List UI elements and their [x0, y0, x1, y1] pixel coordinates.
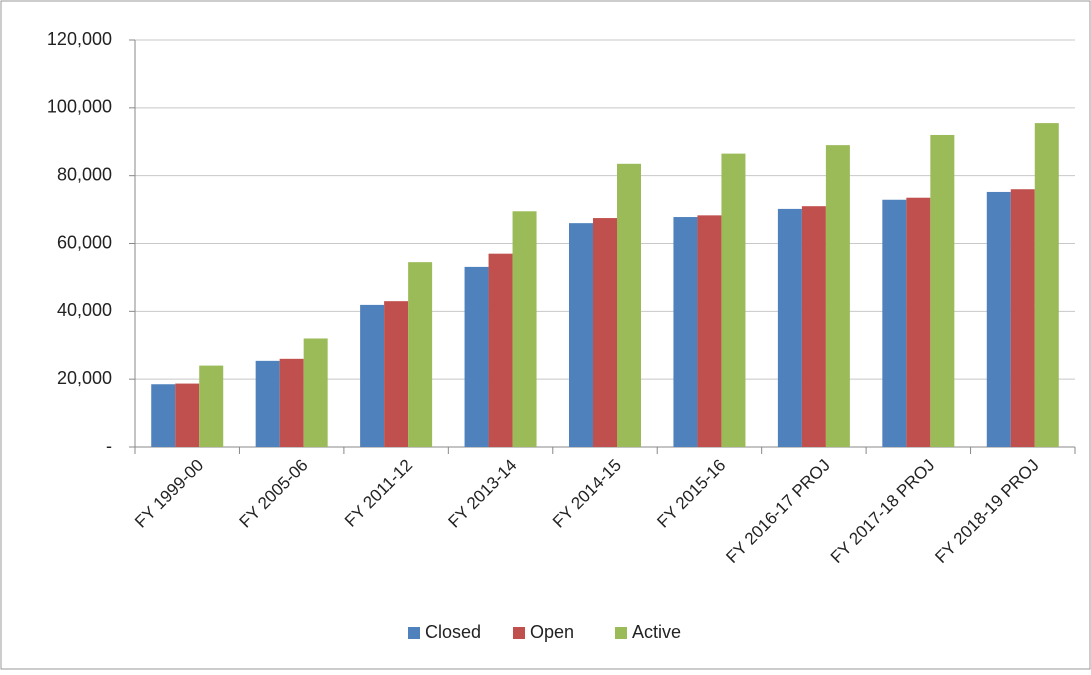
y-tick-label: 120,000	[47, 29, 112, 49]
legend-label: Closed	[425, 622, 481, 642]
bar	[175, 383, 200, 447]
y-tick-label: 100,000	[47, 97, 112, 117]
bar	[512, 211, 537, 447]
y-tick-label: 60,000	[57, 232, 112, 252]
y-tick-label: 20,000	[57, 368, 112, 388]
legend-label: Open	[530, 622, 574, 642]
bar	[801, 206, 826, 447]
y-tick-label: 40,000	[57, 300, 112, 320]
legend-label: Active	[632, 622, 681, 642]
bar	[986, 191, 1011, 447]
bar	[930, 134, 955, 447]
bar	[777, 208, 802, 447]
bar	[825, 145, 850, 447]
y-tick-label: 80,000	[57, 164, 112, 184]
bar	[488, 253, 513, 447]
bar	[151, 384, 176, 447]
bar	[593, 218, 617, 447]
bar	[569, 223, 593, 447]
bar	[882, 199, 907, 447]
bar	[303, 338, 328, 447]
bar	[617, 163, 641, 447]
bar	[408, 262, 433, 447]
legend-swatch	[408, 627, 420, 639]
bar	[1010, 189, 1035, 447]
bar	[673, 217, 698, 447]
bar	[721, 153, 746, 447]
bar	[464, 266, 489, 447]
bar	[384, 301, 409, 447]
bar	[255, 360, 280, 447]
bar	[697, 215, 722, 447]
bar	[199, 365, 224, 447]
bar	[1034, 123, 1059, 448]
legend-swatch	[615, 627, 627, 639]
bar	[360, 304, 385, 447]
bar	[279, 358, 304, 447]
legend-swatch	[513, 627, 525, 639]
bar	[906, 197, 931, 447]
y-tick-label: -	[106, 436, 112, 456]
